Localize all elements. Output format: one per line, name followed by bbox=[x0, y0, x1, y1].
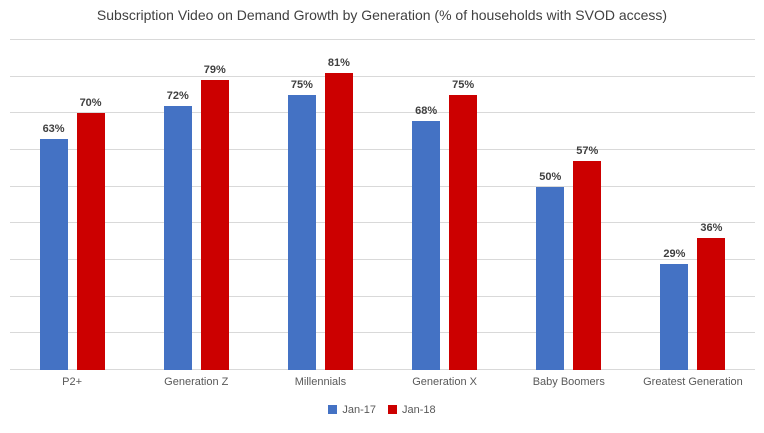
bar-value-label: 75% bbox=[452, 79, 475, 91]
bar-groups-layer: 63% 70% 72% 79% 75% 81% 68% 75% 50% 57% 29% 36% bbox=[10, 40, 755, 370]
category-label-p2: P2+ bbox=[62, 376, 83, 388]
category-label-millennials: Millennials bbox=[294, 376, 347, 388]
bar-col-jan-17-generation-x: 68% bbox=[412, 40, 441, 370]
plot-area: 63% 70% 72% 79% 75% 81% 68% 75% 50% 57% 29% 36% bbox=[10, 39, 755, 370]
bar-col-jan-18-generation-z: 79% bbox=[200, 40, 229, 370]
bar-jan-17-generation-z bbox=[163, 106, 192, 370]
bar-jan-18-greatest-generation bbox=[697, 238, 726, 370]
bar-value-label: 29% bbox=[663, 247, 686, 260]
bar-jan-18-generation-x bbox=[449, 95, 478, 370]
bar-col-jan-17-millennials: 75% bbox=[287, 40, 316, 370]
bar-jan-18-generation-z bbox=[200, 80, 229, 370]
bar-value-label: 75% bbox=[290, 79, 313, 91]
bar-jan-17-baby-boomers bbox=[536, 186, 565, 370]
legend-swatch-jan-17 bbox=[328, 405, 338, 414]
bar-value-label: 50% bbox=[539, 170, 562, 183]
bar-group-generation-x: 68% 75% bbox=[383, 40, 507, 370]
chart-title: Subscription Video on Demand Growth by G… bbox=[96, 7, 668, 23]
bar-value-label: 63% bbox=[42, 123, 65, 135]
legend-label: Jan-17 bbox=[342, 404, 376, 416]
bar-value-label: 72% bbox=[166, 90, 189, 102]
bar-group-baby-boomers: 50% 57% bbox=[507, 40, 631, 370]
bar-col-jan-18-millennials: 81% bbox=[324, 40, 353, 370]
bar-jan-17-millennials bbox=[287, 95, 316, 370]
gridline bbox=[10, 259, 755, 260]
bar-col-jan-17-generation-z: 72% bbox=[163, 40, 192, 370]
bar-value-label: 79% bbox=[203, 64, 226, 77]
bar-group-p2: 63% 70% bbox=[10, 40, 134, 370]
bar-value-label: 70% bbox=[79, 97, 102, 110]
bar-jan-18-baby-boomers bbox=[573, 161, 602, 370]
bar-jan-17-greatest-generation bbox=[660, 263, 689, 370]
category-label-greatest-generation: Greatest Generation bbox=[643, 376, 743, 388]
bar-col-jan-18-p2: 70% bbox=[76, 40, 105, 370]
gridline bbox=[10, 222, 755, 224]
gridline bbox=[10, 39, 755, 40]
legend: Jan-17 Jan-18 bbox=[0, 404, 764, 416]
gridline bbox=[10, 112, 755, 114]
legend-label: Jan-18 bbox=[402, 404, 436, 416]
bar-col-jan-18-generation-x: 75% bbox=[449, 40, 478, 370]
category-label-baby-boomers: Baby Boomers bbox=[532, 376, 605, 388]
gridline bbox=[10, 295, 755, 297]
category-axis: P2+ Generation Z Millennials Generation X Ba… bbox=[10, 376, 755, 388]
bar-group-millennials: 75% 81% bbox=[258, 40, 382, 370]
gridline bbox=[10, 185, 755, 187]
bar-group-greatest-generation: 29% 36% bbox=[631, 40, 755, 370]
legend-item-jan-17: Jan-17 bbox=[328, 404, 376, 416]
gridline bbox=[10, 149, 755, 150]
bar-jan-17-p2 bbox=[39, 139, 68, 370]
legend-item-jan-18: Jan-18 bbox=[388, 404, 436, 416]
x-axis-line bbox=[10, 369, 755, 370]
bar-group-generation-z: 72% 79% bbox=[134, 40, 258, 370]
bar-col-jan-17-baby-boomers: 50% bbox=[536, 40, 565, 370]
bar-value-label: 81% bbox=[327, 57, 350, 69]
bar-jan-18-millennials bbox=[324, 73, 353, 370]
bar-col-jan-18-greatest-generation: 36% bbox=[697, 40, 726, 370]
bar-col-jan-17-greatest-generation: 29% bbox=[660, 40, 689, 370]
bar-value-label: 57% bbox=[576, 145, 599, 157]
bar-col-jan-17-p2: 63% bbox=[39, 40, 68, 370]
gridline bbox=[10, 75, 755, 77]
legend-swatch-jan-18 bbox=[388, 405, 397, 414]
bar-jan-18-p2 bbox=[76, 113, 105, 370]
gridline bbox=[10, 332, 755, 334]
bar-value-label: 36% bbox=[700, 222, 723, 234]
bar-col-jan-18-baby-boomers: 57% bbox=[573, 40, 602, 370]
bar-jan-17-generation-x bbox=[412, 120, 441, 370]
bar-value-label: 68% bbox=[415, 104, 438, 117]
category-label-generation-z: Generation Z bbox=[164, 376, 229, 388]
category-label-generation-x: Generation X bbox=[412, 376, 478, 388]
